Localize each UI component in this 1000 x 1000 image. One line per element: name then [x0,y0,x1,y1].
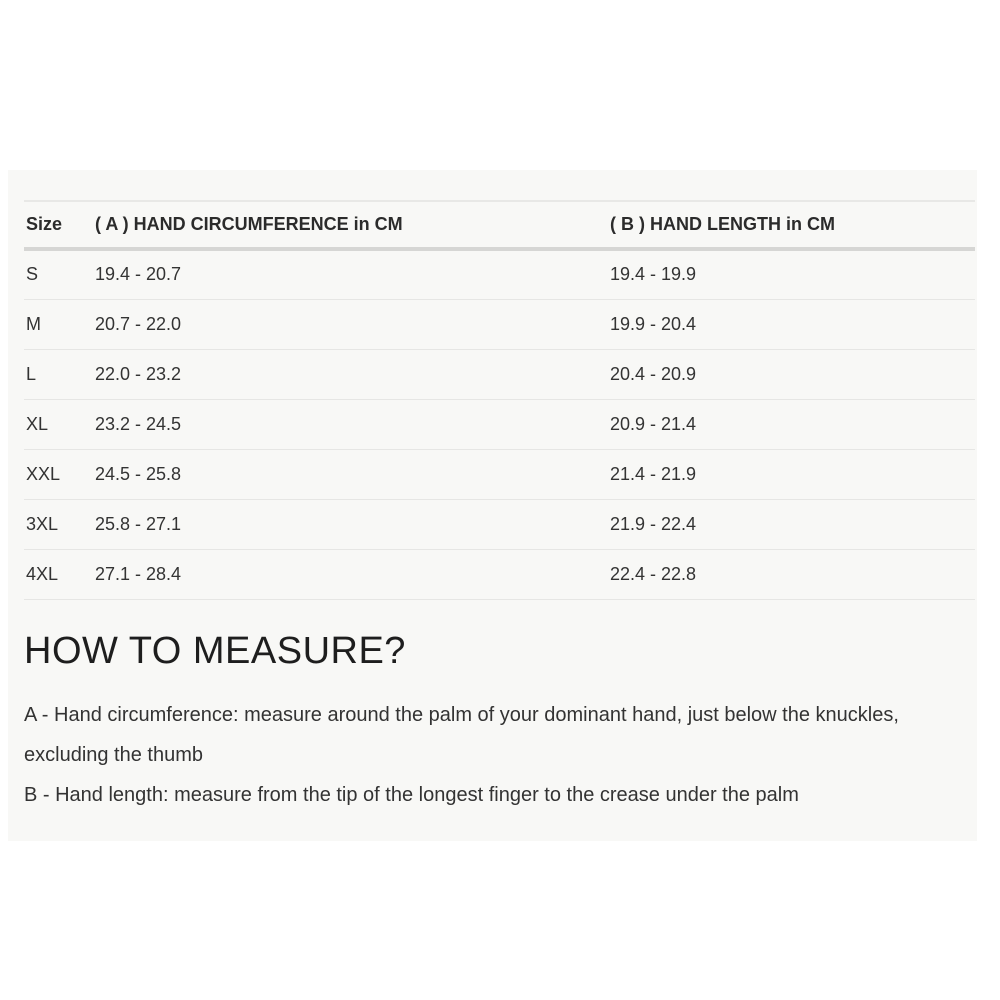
size-cell: M [26,313,41,334]
hand-circumference-cell: 25.8 - 27.1 [95,513,182,534]
hand-circumference-cell: 19.4 - 20.7 [95,264,182,285]
instruction-hand-length: B - Hand length: measure from the tip of… [24,783,799,806]
col-header-hand-length: ( B ) HAND LENGTH in CM [610,201,975,251]
hand-length-cell: 20.4 - 20.9 [610,363,697,384]
hand-length-cell: 21.4 - 21.9 [610,463,697,484]
hand-circumference-cell: 23.2 - 24.5 [95,413,182,434]
table-row: XL 23.2 - 24.5 20.9 - 21.4 [24,399,975,449]
hand-length-cell: 20.9 - 21.4 [610,413,697,434]
size-cell: 4XL [26,563,59,584]
hand-length-cell: 21.9 - 22.4 [610,513,697,534]
table-row: 3XL 25.8 - 27.1 21.9 - 22.4 [24,499,975,549]
size-cell: L [26,363,37,384]
how-to-measure-title: HOW TO MEASURE? [24,629,406,672]
table-row: S 19.4 - 20.7 19.4 - 19.9 [24,249,975,299]
table-row: M 20.7 - 22.0 19.9 - 20.4 [24,299,975,349]
hand-length-cell: 19.4 - 19.9 [610,264,697,285]
size-chart-body: S 19.4 - 20.7 19.4 - 19.9 M 20.7 - 22.0 19.9 … [24,249,975,599]
hand-length-cell: 19.9 - 20.4 [610,313,697,334]
size-cell: 3XL [26,513,59,534]
size-cell: XXL [26,463,61,484]
hand-length-cell: 22.4 - 22.8 [610,563,697,584]
hand-circumference-cell: 20.7 - 22.0 [95,313,182,334]
hand-circumference-cell: 22.0 - 23.2 [95,363,182,384]
table-row: XXL 24.5 - 25.8 21.4 - 21.9 [24,449,975,499]
size-chart-header-row: Size ( A ) HAND CIRCUMFERENCE in CM ( B … [24,201,975,251]
table-row: 4XL 27.1 - 28.4 22.4 - 22.8 [24,549,975,599]
hand-circumference-cell: 27.1 - 28.4 [95,563,182,584]
size-cell: XL [26,413,49,434]
instruction-hand-circumference: A - Hand circumference: measure around t… [24,703,899,766]
size-guide-panel: Size ( A ) HAND CIRCUMFERENCE in CM ( B … [8,170,977,841]
hand-circumference-cell: 24.5 - 25.8 [95,463,182,484]
col-header-size: Size [24,201,95,251]
size-cell: S [26,264,39,285]
table-row: L 22.0 - 23.2 20.4 - 20.9 [24,349,975,399]
size-chart-table: Size ( A ) HAND CIRCUMFERENCE in CM ( B … [24,200,975,600]
col-header-hand-circumference: ( A ) HAND CIRCUMFERENCE in CM [95,201,610,251]
